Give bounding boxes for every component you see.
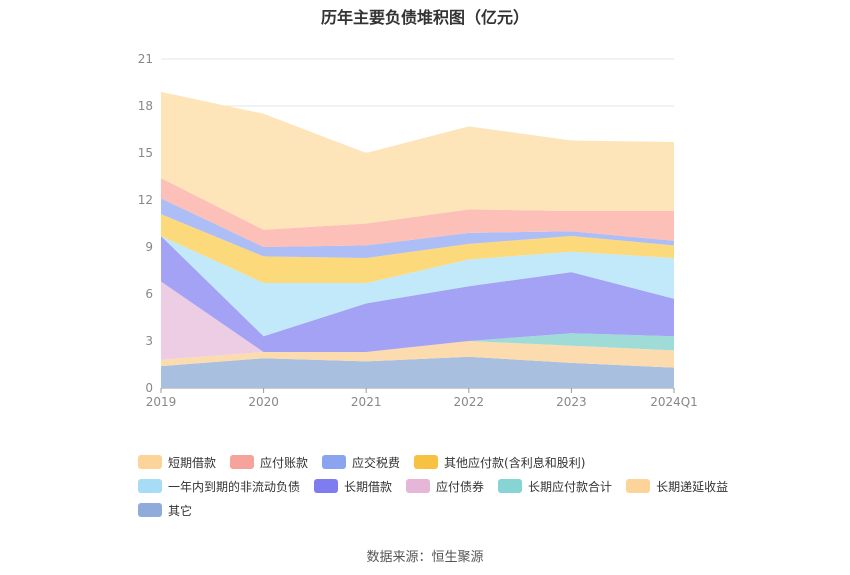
legend-item[interactable]: 其它	[138, 498, 192, 522]
legend-swatch	[406, 479, 431, 493]
area-series	[161, 236, 674, 337]
y-tick-label: 3	[145, 334, 153, 348]
y-tick-label: 0	[145, 381, 153, 395]
legend-swatch	[138, 455, 162, 469]
area-series	[161, 341, 674, 368]
x-tick-label: 2023	[556, 395, 587, 409]
x-tick-label: 2024Q1	[650, 395, 698, 409]
legend-label: 短期借款	[168, 455, 217, 470]
chart-title: 历年主要负债堆积图（亿元）	[320, 8, 529, 27]
area-series	[161, 236, 674, 352]
y-tick-label: 6	[145, 287, 153, 301]
x-tick-label: 2019	[146, 395, 177, 409]
area-series	[161, 198, 674, 258]
legend-label: 应交税费	[352, 455, 401, 470]
legend-swatch	[230, 455, 255, 469]
legend-item[interactable]: 一年内到期的非流动负债	[138, 474, 300, 498]
y-tick-label: 9	[145, 240, 153, 254]
area-series	[161, 91, 674, 230]
area-series	[161, 178, 674, 247]
legend-swatch	[322, 455, 347, 469]
legend-swatch	[414, 455, 439, 469]
x-tick-label: 2022	[454, 395, 485, 409]
data-source: 数据来源：恒生聚源	[366, 550, 484, 565]
y-tick-label: 18	[138, 99, 153, 113]
legend-label: 应付债券	[436, 479, 485, 494]
legend-label: 应付账款	[260, 455, 309, 470]
legend-item[interactable]: 长期借款	[314, 474, 392, 498]
legend-label: 一年内到期的非流动负债	[168, 479, 301, 494]
stacked-area-chart: 0 3 6 9 12 15 18 21 2019 2020 2021 2022 2023 2024Q1	[138, 52, 698, 409]
chart-legend: 短期借款 应付账款 应交税费 其他应付款(含利息和股利) 一年内到期的非流动负债 长期借款…	[138, 450, 758, 522]
legend-label: 长期借款	[344, 479, 393, 494]
y-tick-label: 21	[138, 52, 153, 66]
legend-swatch	[498, 479, 523, 493]
area-series	[161, 356, 674, 388]
legend-swatch	[138, 479, 162, 493]
area-series	[161, 214, 674, 283]
legend-label: 其他应付款(含利息和股利)	[444, 455, 586, 470]
legend-label: 长期应付款合计	[528, 479, 613, 494]
legend-item[interactable]: 应付债券	[406, 474, 484, 498]
x-tick-label: 2020	[248, 395, 279, 409]
legend-item[interactable]: 其他应付款(含利息和股利)	[414, 450, 585, 474]
x-tick-label: 2021	[351, 395, 382, 409]
legend-item[interactable]: 长期应付款合计	[498, 474, 612, 498]
legend-swatch	[314, 479, 339, 493]
legend-item[interactable]: 长期递延收益	[626, 474, 728, 498]
legend-item[interactable]: 短期借款	[138, 450, 216, 474]
legend-item[interactable]: 应交税费	[322, 450, 400, 474]
area-series	[161, 333, 674, 360]
legend-label: 长期递延收益	[656, 479, 729, 494]
legend-swatch	[138, 503, 162, 517]
legend-label: 其它	[168, 503, 193, 518]
y-tick-label: 12	[138, 193, 153, 207]
legend-item[interactable]: 应付账款	[230, 450, 308, 474]
legend-swatch	[626, 479, 651, 493]
area-series	[161, 281, 674, 360]
y-tick-label: 15	[138, 146, 153, 160]
